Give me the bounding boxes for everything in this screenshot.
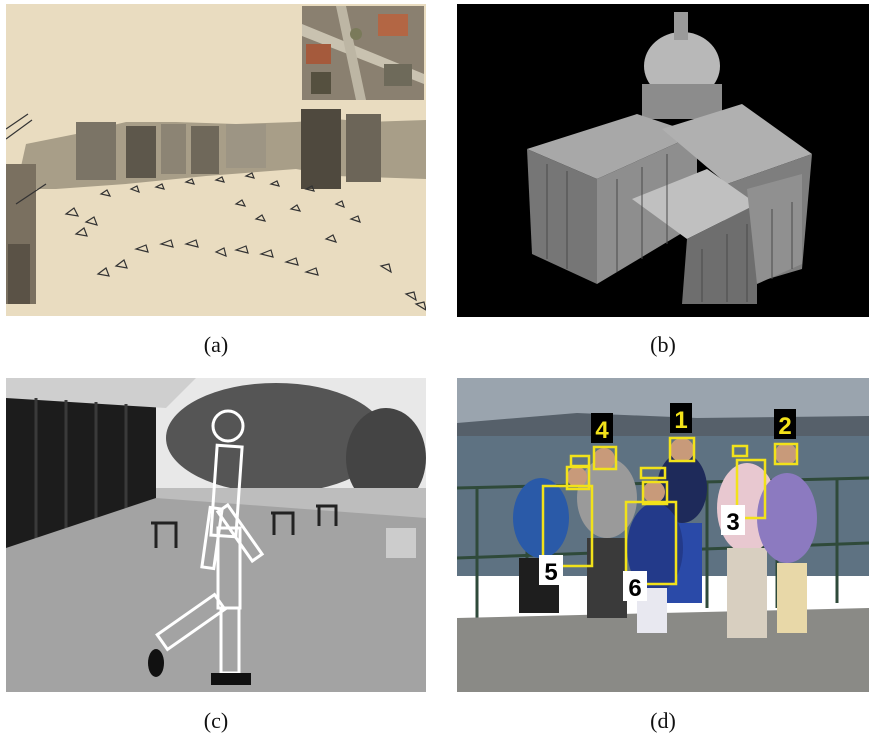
panel-c-image bbox=[6, 378, 426, 692]
detection-labels: 1 2 3 4 5 6 bbox=[539, 403, 796, 602]
stick-figure-overlay bbox=[155, 409, 265, 675]
detection-label-4: 4 bbox=[595, 417, 609, 444]
frusta-lines-left bbox=[6, 113, 47, 205]
cathedral-model bbox=[527, 12, 812, 304]
detection-boxes bbox=[541, 436, 799, 586]
detection-label-6: 6 bbox=[628, 575, 641, 602]
caption-a: (a) bbox=[203, 332, 229, 357]
detection-label-3: 3 bbox=[726, 509, 739, 536]
facade-band bbox=[6, 109, 426, 304]
detection-label-1: 1 bbox=[674, 407, 687, 434]
panel-b-cathedral-model bbox=[457, 4, 869, 317]
caption-d: (d) bbox=[650, 708, 676, 733]
panel-d-face-detection: 1 2 3 4 5 6 bbox=[457, 378, 869, 692]
panel-b-image bbox=[457, 4, 869, 317]
camera-frusta bbox=[64, 172, 426, 311]
caption-c: (c) bbox=[203, 708, 229, 733]
caption-b: (b) bbox=[650, 332, 676, 357]
panel-d-image: 1 2 3 4 5 6 bbox=[457, 378, 869, 692]
panel-a-image bbox=[6, 4, 426, 316]
panel-c-walking-person bbox=[6, 378, 426, 692]
aerial-inset bbox=[302, 6, 424, 100]
detection-label-5: 5 bbox=[544, 559, 557, 586]
panel-a-reconstruction bbox=[6, 4, 426, 316]
detection-label-2: 2 bbox=[778, 413, 791, 440]
people bbox=[513, 438, 817, 638]
